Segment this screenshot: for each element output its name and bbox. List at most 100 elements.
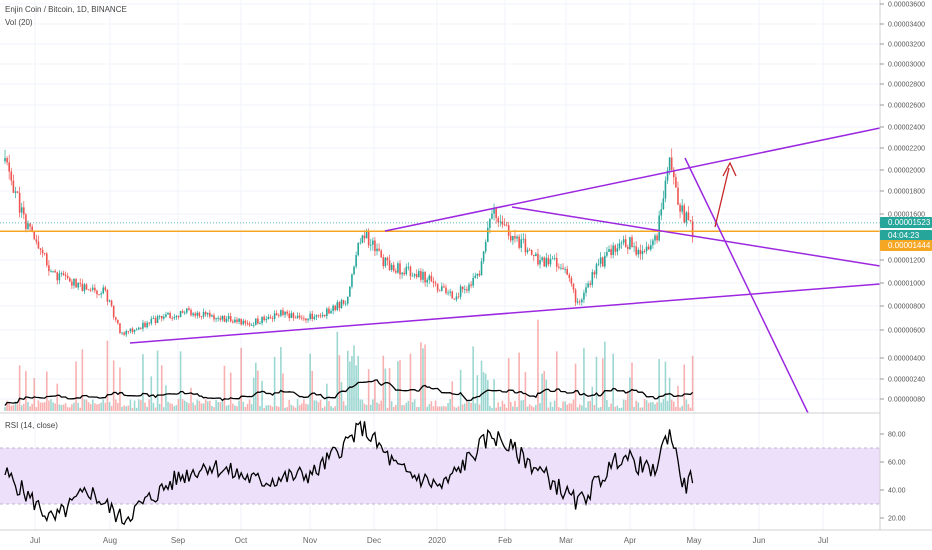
candle-body (144, 322, 146, 328)
candle-body (198, 312, 201, 317)
volume-bar (79, 407, 82, 411)
volume-bar (576, 407, 579, 411)
candle-body (631, 237, 633, 248)
candle-body (639, 249, 642, 255)
volume-bar (476, 375, 479, 411)
time-tick-label: 2020 (428, 536, 446, 545)
volume-bar (236, 406, 238, 411)
candle-body (114, 317, 117, 320)
volume-bar (336, 331, 339, 411)
candle-body (4, 158, 6, 162)
candle-body (660, 209, 663, 216)
volume-bar (681, 405, 683, 411)
candle-body (503, 224, 506, 226)
candle-body (520, 239, 523, 248)
volume-bar (87, 402, 90, 411)
volume-bar (428, 404, 431, 411)
candle-body (215, 318, 217, 320)
candle-body (323, 314, 326, 317)
candle-body (152, 318, 155, 319)
volume-bar (54, 403, 56, 411)
candle-body (336, 302, 339, 311)
volume-bar (271, 406, 274, 411)
candle-body (273, 313, 276, 319)
candle-body (647, 246, 650, 250)
candle-body (413, 274, 416, 276)
candle-body (505, 224, 508, 226)
volume-bar (8, 403, 10, 411)
candle-body (378, 248, 380, 251)
volume-bar (277, 406, 280, 411)
candle-body (179, 311, 182, 318)
volume-ma-path (4, 379, 694, 406)
volume-bar (635, 400, 637, 411)
candle-body (68, 278, 71, 282)
candle-body (405, 266, 408, 275)
volume-bar (610, 403, 612, 411)
volume-bar (319, 399, 322, 411)
volume-bar (491, 407, 493, 411)
volume-bar (620, 407, 623, 411)
trend-drawings[interactable] (0, 127, 881, 414)
candle-body (173, 317, 176, 319)
volume-bar (10, 405, 13, 411)
volume-bar (507, 358, 510, 411)
volume-bar (183, 400, 186, 411)
candle-body (277, 315, 280, 316)
volume-bar (453, 406, 456, 411)
candle-body (60, 273, 63, 275)
volume-bar (75, 361, 77, 411)
volume-bar (309, 353, 311, 411)
candle-body (629, 237, 631, 250)
volume-bar (566, 404, 569, 411)
candle-body (160, 315, 163, 319)
price-badge-label: 0.00001444 (888, 241, 931, 250)
volume-bar (401, 405, 403, 411)
candle-body (656, 235, 658, 241)
volume-bar (551, 406, 554, 411)
price-axis[interactable]: 0.00003600 0.00003400 0.00003200 0.00003000… (880, 2, 925, 404)
volume-bar (280, 346, 282, 411)
volume-bar (390, 401, 393, 411)
volume-bar (91, 399, 94, 411)
volume-bar (125, 406, 128, 411)
candle-body (246, 323, 249, 324)
volume-bar (369, 404, 372, 411)
volume-bar (238, 400, 240, 411)
volume-bar (338, 355, 341, 411)
candle-body (593, 272, 596, 275)
volume-bar (378, 403, 380, 411)
candle-body (275, 313, 278, 316)
volume-bar (296, 399, 299, 411)
candle-body (610, 249, 612, 256)
candle-body (33, 231, 36, 240)
price-tick-label: 0.00000080 (888, 397, 925, 404)
volume-bar (583, 347, 585, 411)
candle-body (622, 239, 625, 243)
symbol-title: Enjin Coin / Bitcoin, 1D, BINANCE (5, 5, 127, 14)
candle-body (357, 242, 360, 256)
volume-bar (415, 407, 418, 411)
candle-body (344, 303, 347, 305)
candle-body (451, 291, 454, 299)
candle-body (361, 235, 364, 243)
volume-bar (66, 407, 69, 411)
candle-body (303, 318, 305, 320)
time-axis[interactable]: Jul Aug Sep Oct Nov Dec 2020 Feb Mar Apr May Jun Jul (30, 536, 828, 545)
candle-body (257, 318, 259, 324)
volume-bar (160, 365, 163, 411)
candle-body (66, 276, 69, 279)
volume-bar (305, 403, 307, 411)
price-tick-label: 0.00003200 (888, 42, 925, 49)
volume-bar (380, 400, 382, 411)
candle-body (616, 248, 619, 252)
candle-body (662, 198, 665, 210)
candle-body (64, 274, 67, 277)
candle-body (12, 180, 15, 193)
price-tick-label: 0.00003000 (888, 62, 925, 69)
candle-body (474, 275, 477, 278)
time-tick-label: Jun (753, 536, 766, 545)
candle-body (286, 311, 288, 314)
candle-body (71, 281, 73, 286)
